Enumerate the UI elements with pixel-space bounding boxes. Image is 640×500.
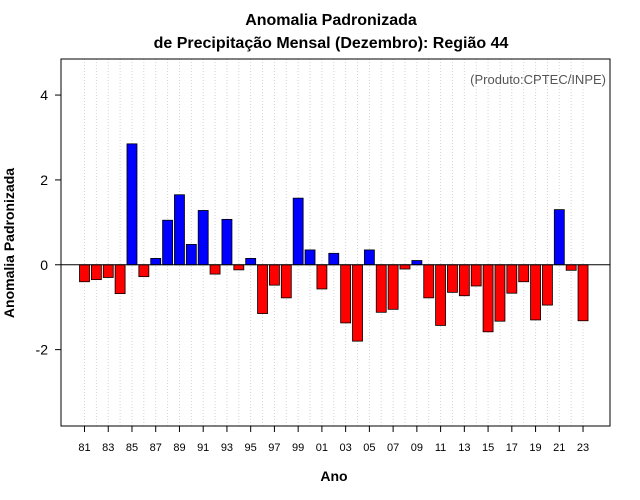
bar-99 (292, 197, 304, 266)
x-tick-label: 97 (268, 442, 280, 454)
x-tick-label: 19 (529, 442, 541, 454)
x-tick-label: 21 (553, 442, 565, 454)
bar-85 (126, 143, 138, 266)
x-tick-label: 99 (292, 442, 304, 454)
bar-07 (387, 264, 399, 310)
bar-09 (411, 260, 423, 266)
bar-86 (138, 264, 150, 278)
bar-23 (577, 264, 589, 322)
bar-06 (375, 264, 387, 313)
x-tick-label: 89 (173, 442, 185, 454)
bar-17 (506, 264, 518, 294)
y-tick-label: 4 (40, 87, 48, 103)
y-tick-label: 2 (40, 172, 48, 188)
bar-90 (185, 244, 197, 266)
bar-19 (530, 264, 541, 321)
x-tick-label: 81 (78, 442, 90, 454)
y-tick-label: 0 (40, 257, 48, 273)
chart-subtitle: de Precipitação Mensal (Dezembro): Regiã… (154, 35, 509, 52)
bar-22 (565, 264, 577, 271)
bar-97 (269, 264, 280, 286)
bars (79, 143, 589, 342)
bar-18 (518, 264, 530, 283)
bar-00 (304, 249, 316, 266)
x-axis-title: Ano (320, 468, 347, 484)
bar-21 (553, 209, 565, 266)
bar-13 (458, 264, 470, 297)
y-tick-label: -2 (36, 342, 49, 358)
x-tick-label: 87 (150, 442, 162, 454)
x-tick-label: 23 (577, 442, 589, 454)
plot-frame (60, 58, 611, 427)
x-tick-label: 95 (245, 442, 257, 454)
y-axis: -2 0 2 4 (36, 87, 61, 358)
source-annotation: (Produto:CPTEC/INPE) (470, 72, 606, 87)
x-tick-label: 05 (363, 442, 375, 454)
bar-11 (435, 264, 447, 326)
bar-08 (399, 264, 411, 270)
x-tick-label: 09 (411, 442, 423, 454)
bar-82 (90, 264, 102, 281)
bar-84 (114, 264, 126, 295)
bar-92 (209, 264, 221, 275)
bar-12 (447, 264, 458, 293)
x-tick-label: 93 (221, 442, 233, 454)
bar-14 (470, 264, 482, 287)
x-tick-label: 15 (482, 442, 494, 454)
y-axis-title: Anomalia Padronizada (1, 168, 17, 318)
x-tick-label: 03 (340, 442, 352, 454)
bar-93 (221, 218, 233, 266)
x-axis: 81 83 85 87 89 91 93 95 97 99 01 03 05 07 09 11 13 15 17 19… (78, 426, 589, 454)
bar-03 (340, 264, 352, 324)
bar-15 (482, 264, 494, 333)
bar-94 (233, 264, 245, 271)
bar-95 (245, 258, 257, 266)
bar-05 (363, 249, 375, 266)
bar-16 (494, 264, 506, 322)
x-tick-label: 01 (316, 442, 328, 454)
x-tick-label: 85 (126, 442, 138, 454)
bar-96 (257, 264, 268, 314)
bar-89 (174, 194, 185, 266)
chart-title: Anomalia Padronizada (245, 12, 417, 29)
bar-10 (423, 264, 435, 299)
bar-01 (316, 264, 328, 290)
x-tick-label: 11 (435, 442, 446, 454)
bar-87 (150, 258, 162, 266)
bar-91 (197, 210, 209, 266)
bar-20 (542, 264, 553, 306)
bar-83 (102, 264, 114, 278)
x-tick-label: 83 (102, 442, 114, 454)
x-tick-label: 07 (387, 442, 399, 454)
x-tick-label: 13 (458, 442, 470, 454)
bar-88 (162, 219, 173, 266)
bar-98 (280, 264, 292, 299)
x-tick-label: 91 (197, 442, 209, 454)
grid-lines (84, 59, 584, 426)
bar-04 (352, 264, 363, 342)
x-tick-label: 17 (506, 442, 518, 454)
bar-81 (79, 264, 90, 283)
bar-02 (328, 252, 340, 266)
